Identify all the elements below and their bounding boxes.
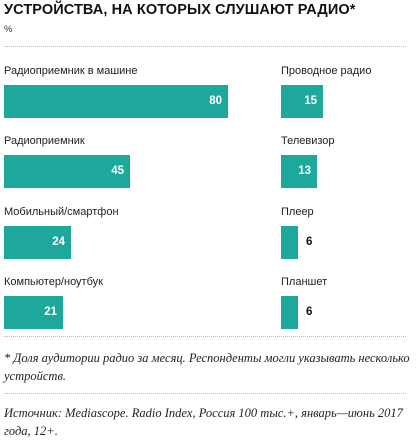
data-label: 15: [304, 95, 317, 107]
data-label: 6: [306, 306, 313, 318]
unit-label: %: [4, 24, 13, 35]
chart-title: УСТРОЙСТВА, НА КОТОРЫХ СЛУШАЮТ РАДИО*: [4, 2, 356, 18]
category-label: Радиоприемник: [4, 135, 85, 147]
category-label: Радиоприемник в машине: [4, 65, 138, 77]
source-note: Источник: Mediascope. Radio Index, Росси…: [4, 406, 403, 438]
category-label: Телевизор: [281, 135, 335, 147]
divider-chart-bottom: [4, 336, 406, 337]
bar: [281, 85, 323, 118]
bar: [4, 85, 228, 118]
category-label: Компьютер/ноутбук: [4, 276, 103, 288]
data-label: 6: [306, 236, 313, 248]
bar: [281, 226, 298, 259]
category-label: Планшет: [281, 276, 328, 288]
divider-footnote: [4, 393, 406, 394]
data-label: 80: [209, 95, 222, 107]
bar: [4, 296, 63, 329]
data-label: 45: [111, 165, 124, 177]
bar: [4, 155, 130, 188]
footnote: * Доля аудитории радио за месяц. Респонд…: [4, 351, 410, 383]
category-label: Мобильный/смартфон: [4, 206, 119, 218]
category-label: Плеер: [281, 206, 314, 218]
data-label: 24: [52, 236, 65, 248]
category-label: Проводное радио: [281, 65, 372, 77]
data-label: 21: [44, 306, 57, 318]
bar: [281, 296, 298, 329]
data-label: 13: [298, 165, 311, 177]
bar: [4, 226, 71, 259]
bar: [281, 155, 317, 188]
divider-top: [4, 46, 406, 47]
